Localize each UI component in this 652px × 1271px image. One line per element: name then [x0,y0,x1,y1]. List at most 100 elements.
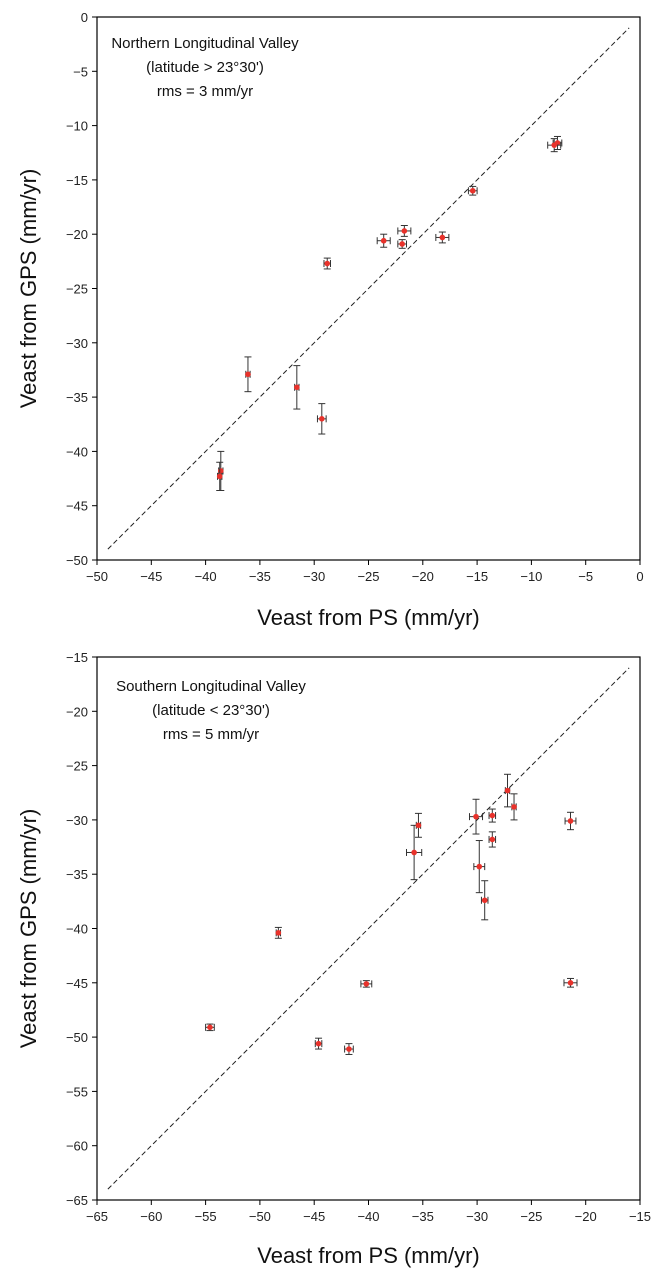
point-marker [567,980,574,986]
data-point [480,880,489,921]
x-tick-label: −25 [520,1209,542,1224]
y-tick-label: −35 [66,867,88,882]
y-tick-label: −40 [66,922,88,937]
point-marker [401,228,408,234]
annotation-line-2: (latitude < 23°30') [152,702,270,719]
point-marker [399,241,405,247]
data-point [397,239,408,249]
data-point [547,138,562,153]
chart-panel-2: −65 −60 −55 −50 −45 −40 −35 −30 −25 −20 −15 −65 −60 −… [16,650,651,1268]
annotation-line-2: (latitude > 23°30') [146,59,264,76]
point-marker [411,849,417,856]
y-tick-label: −30 [66,813,88,828]
x-tick-label: −30 [466,1209,488,1224]
data-point [360,980,373,988]
y-axis-title: Veast from GPS (mm/yr) [16,169,41,409]
y-tick-label: −20 [66,227,88,242]
y-tick-label: −25 [66,282,88,297]
y-tick-label: −40 [66,444,88,459]
point-marker [275,930,282,936]
point-marker [315,1040,322,1047]
point-marker [294,384,300,391]
x-tick-label: −50 [249,1209,271,1224]
data-point [488,808,497,823]
y-tick-label: −10 [66,119,88,134]
x-tick-label: −15 [629,1209,651,1224]
y-tick-label: −45 [66,499,88,514]
y-tick-label: 0 [81,10,88,25]
point-marker [476,863,483,870]
y-tick-label: −60 [66,1139,88,1154]
point-marker [551,142,558,148]
data-point [406,824,423,881]
data-point [316,403,327,435]
data-point [504,773,512,808]
point-marker [363,981,370,987]
annotation-line-3: rms = 3 mm/yr [157,83,253,100]
y-tick-label: −15 [66,650,88,665]
y-tick-label: −65 [66,1193,88,1208]
point-marker [567,818,574,824]
x-tick-label: −55 [195,1209,217,1224]
x-axis-title: Veast from PS (mm/yr) [257,1243,479,1268]
annotation-line-1: Northern Longitudinal Valley [111,35,299,52]
x-tick-label: −10 [520,569,542,584]
x-tick-label: −40 [195,569,217,584]
point-marker [473,813,479,820]
data-point [414,812,422,838]
data-point [376,233,391,248]
data-point [314,1037,323,1050]
x-axis-title: Veast from PS (mm/yr) [257,605,479,630]
x-tick-label: −25 [357,569,379,584]
point-marker [469,187,476,194]
x-tick-label: −5 [578,569,593,584]
x-tick-label: −35 [249,569,271,584]
y-tick-label: −45 [66,976,88,991]
point-marker [245,371,251,378]
data-point [216,461,224,491]
point-marker [481,897,488,904]
data-point [435,231,450,244]
annotation-line-1: Southern Longitudinal Valley [116,678,306,695]
data-point [217,450,225,491]
point-marker [489,836,496,843]
y-tick-label: −35 [66,390,88,405]
point-marker [489,812,496,819]
y-tick-label: −30 [66,336,88,351]
x-tick-label: −30 [303,569,325,584]
reference-line-1to1 [107,27,630,550]
x-tick-label: −50 [86,569,108,584]
x-tick-label: −20 [412,569,434,584]
y-axis-title: Veast from GPS (mm/yr) [16,809,41,1049]
x-tick-label: −45 [303,1209,325,1224]
point-marker [504,787,511,794]
point-marker [346,1046,352,1052]
point-marker [415,822,422,829]
reference-line-1to1 [107,667,630,1190]
data-point [563,977,578,988]
x-tick-label: −45 [140,569,162,584]
y-tick-label: −50 [66,553,88,568]
data-point [488,831,497,848]
data-point [510,793,518,821]
data-point [473,840,486,894]
data-point [274,926,282,939]
data-point [323,257,331,270]
data-point [467,185,478,196]
x-tick-label: −65 [86,1209,108,1224]
data-point [468,798,484,835]
y-tick-label: −55 [66,1084,88,1099]
data-point [564,811,577,831]
x-tick-label: 0 [636,569,643,584]
point-marker [207,1024,213,1031]
point-marker [324,260,331,267]
x-tick-label: −35 [412,1209,434,1224]
data-point [293,365,301,410]
chart-panel-1: −50 −45 −40 −35 −30 −25 −20 −15 −10 −5 0−50−45−40−… [16,10,644,630]
x-tick-label: −60 [140,1209,162,1224]
data-point [205,1023,215,1032]
data-point [244,356,252,393]
x-tick-label: −40 [357,1209,379,1224]
y-tick-label: −50 [66,1030,88,1045]
annotation-line-3: rms = 5 mm/yr [163,726,259,743]
